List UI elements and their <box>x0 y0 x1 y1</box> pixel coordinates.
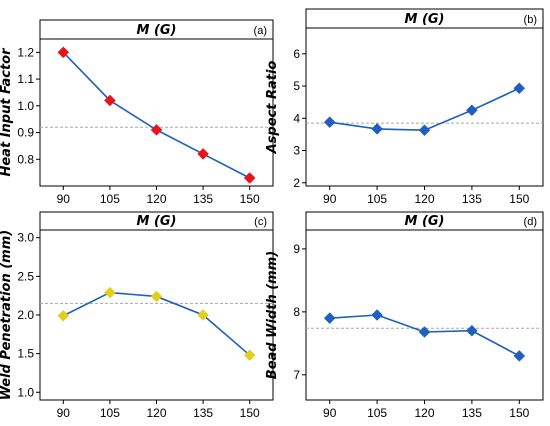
y-tick-label: 3.0 <box>17 231 34 245</box>
data-point-diamond <box>57 309 70 322</box>
data-point-diamond <box>323 312 336 325</box>
panel-title: M (G) <box>136 214 176 229</box>
panel-tag: (c) <box>254 216 267 228</box>
data-point-diamond <box>104 94 116 107</box>
data-point-diamond <box>323 116 336 129</box>
data-point-diamond <box>371 309 383 321</box>
series-line <box>62 51 251 179</box>
y-tick-label: 1.2 <box>17 45 34 59</box>
y-tick-label: 2.0 <box>17 308 34 322</box>
panel-title: M (G) <box>404 214 444 229</box>
panel-d: M (G) (d) 7 8 9 90 105 120 135 150 Bead Width (mm) <box>265 211 544 420</box>
y-tick-label: 5 <box>293 79 300 93</box>
x-tick-label: 105 <box>367 192 387 206</box>
data-point-diamond <box>513 350 526 362</box>
panel-c: M (G) (c) 1.0 1.5 2.0 2.5 3.0 90 105 120 135 150 Wel… <box>0 211 274 420</box>
y-tick-label: 2.5 <box>17 269 34 283</box>
data-point-diamond <box>197 309 209 321</box>
plot-area <box>305 229 544 401</box>
panel-tag: (a) <box>254 25 267 37</box>
x-tick-label: 150 <box>509 192 529 206</box>
x-tick-label: 90 <box>57 406 71 420</box>
data-point-diamond <box>57 46 70 59</box>
plot-area <box>39 38 274 187</box>
y-axis-label: Heat Input Factor <box>0 47 14 177</box>
y-axis-label: Aspect Ratio <box>265 61 280 155</box>
data-point-diamond <box>243 349 256 362</box>
x-tick-label: 105 <box>100 192 120 206</box>
x-tick-label: 135 <box>462 406 482 420</box>
data-point-diamond <box>513 82 526 95</box>
x-tick-label: 135 <box>193 192 213 206</box>
x-tick-label: 135 <box>462 192 482 206</box>
panel-tag: (b) <box>524 14 537 26</box>
x-tick-label: 90 <box>323 192 337 206</box>
y-tick-label: 8 <box>293 305 300 319</box>
series-line <box>329 87 520 132</box>
x-tick-label: 90 <box>57 192 71 206</box>
x-tick-label: 90 <box>323 406 337 420</box>
y-axis-label: Weld Penetration (mm) <box>0 230 14 400</box>
data-point-diamond <box>466 104 478 117</box>
panel-title: M (G) <box>404 12 444 27</box>
x-tick-label: 120 <box>414 192 434 206</box>
panel-tag: (d) <box>524 216 537 228</box>
x-tick-label: 150 <box>240 192 260 206</box>
panel-title: M (G) <box>136 23 176 38</box>
y-tick-label: 7 <box>293 368 300 382</box>
plot-area <box>39 229 274 401</box>
panel-b: M (G) (b) 2 3 4 5 6 90 105 120 135 150 Aspect Ratio <box>265 8 544 206</box>
data-point-diamond <box>243 172 256 184</box>
x-tick-label: 120 <box>146 192 166 206</box>
y-tick-label: 1.0 <box>17 99 34 113</box>
x-tick-label: 150 <box>509 406 529 420</box>
y-tick-label: 4 <box>293 111 300 125</box>
panel-a: M (G) (a) 0.8 0.9 1.0 1.1 1.2 90 105 120 135 150 Hea… <box>0 19 274 206</box>
data-point-diamond <box>150 124 163 136</box>
y-tick-label: 1.0 <box>17 385 34 399</box>
y-tick-label: 2 <box>293 176 300 190</box>
y-tick-label: 6 <box>293 47 300 61</box>
x-tick-label: 135 <box>193 406 213 420</box>
x-tick-label: 150 <box>240 406 260 420</box>
x-tick-label: 120 <box>414 406 434 420</box>
data-point-diamond <box>150 290 163 303</box>
x-tick-label: 120 <box>146 406 166 420</box>
y-tick-label: 0.8 <box>17 152 34 166</box>
plot-area <box>305 27 544 187</box>
data-point-diamond <box>104 286 116 299</box>
y-axis-label: Bead Width (mm) <box>265 251 280 379</box>
y-tick-label: 1.1 <box>17 72 34 86</box>
data-point-diamond <box>197 148 209 160</box>
y-tick-label: 0.9 <box>17 126 34 140</box>
y-tick-label: 9 <box>293 242 300 256</box>
y-tick-label: 3 <box>293 144 300 158</box>
data-point-diamond <box>466 324 478 337</box>
data-point-diamond <box>418 326 431 338</box>
y-tick-label: 1.5 <box>17 347 34 361</box>
x-tick-label: 105 <box>100 406 120 420</box>
data-point-diamond <box>371 123 383 135</box>
x-tick-label: 105 <box>367 406 387 420</box>
data-point-diamond <box>418 124 431 137</box>
